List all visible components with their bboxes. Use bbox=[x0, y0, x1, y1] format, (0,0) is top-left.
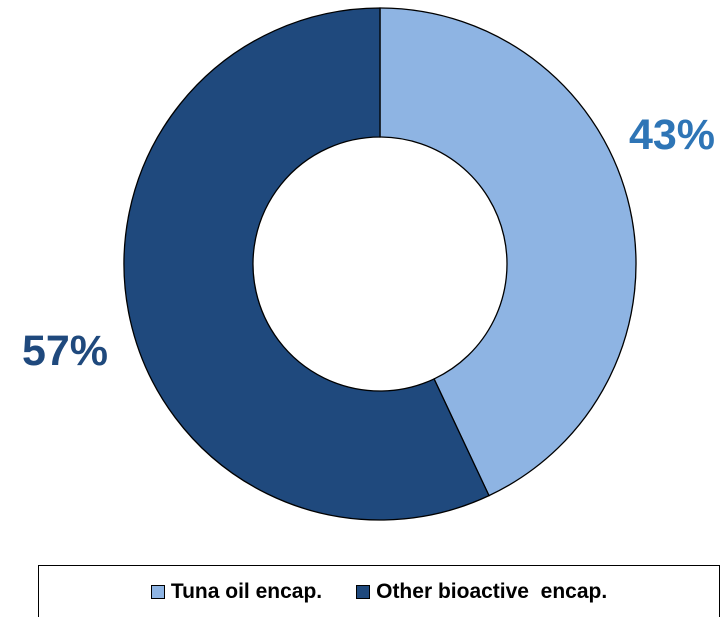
legend: Tuna oil encap. Other bioactive encap. bbox=[38, 565, 720, 617]
slice-0 bbox=[379, 7, 637, 497]
legend-label-tuna-oil: Tuna oil encap. bbox=[170, 579, 323, 603]
legend-item-tuna-oil: Tuna oil encap. bbox=[150, 579, 323, 604]
legend-swatch-tuna-oil bbox=[150, 584, 165, 599]
data-label-1: 57% bbox=[22, 327, 108, 375]
legend-swatch-other-bioactive bbox=[356, 584, 371, 599]
data-label-0: 43% bbox=[629, 111, 715, 159]
slices-group bbox=[123, 7, 637, 521]
legend-label-other-bioactive: Other bioactive encap. bbox=[376, 579, 608, 603]
labels-group: 43% 57% bbox=[22, 111, 715, 375]
slice-1 bbox=[123, 7, 490, 521]
legend-item-other-bioactive: Other bioactive encap. bbox=[356, 580, 607, 604]
